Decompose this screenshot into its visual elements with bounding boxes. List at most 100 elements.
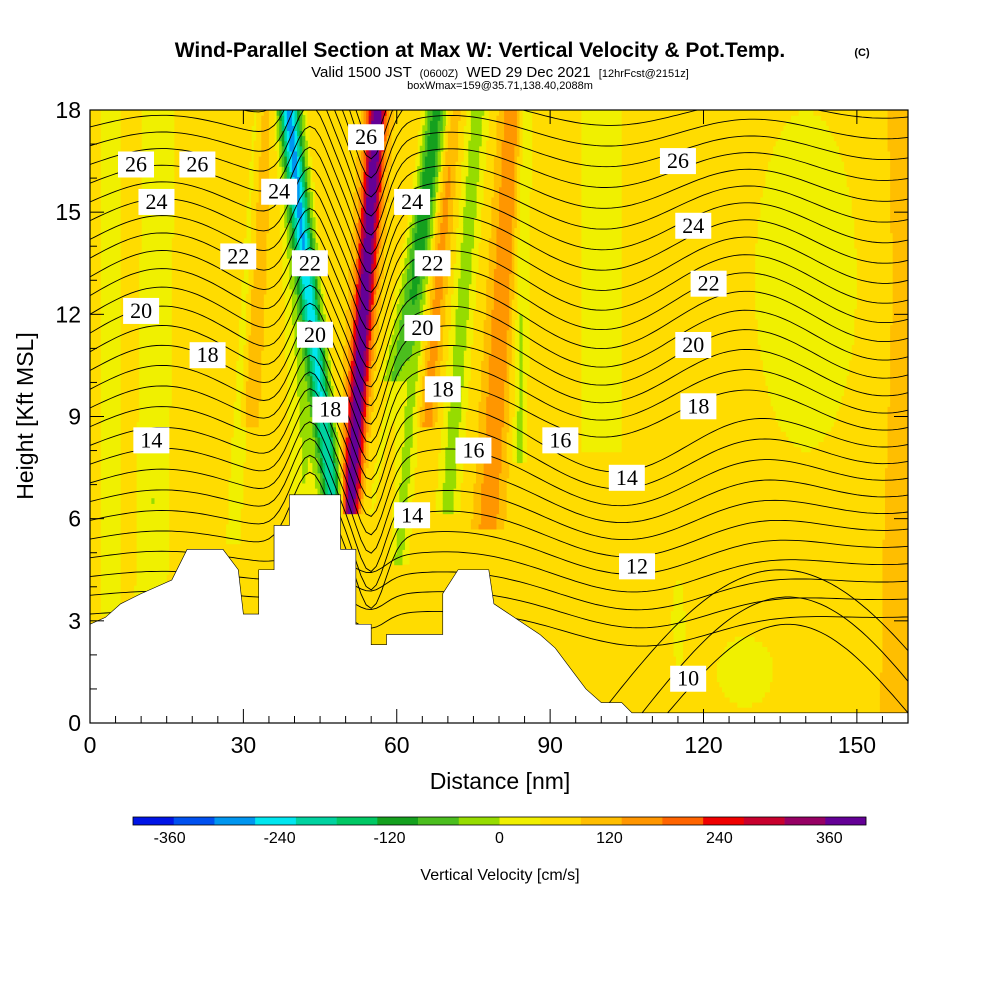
velocity-cell xyxy=(286,247,293,254)
velocity-cell xyxy=(355,242,360,249)
velocity-cell xyxy=(499,493,508,499)
velocity-cell xyxy=(90,247,101,254)
velocity-cell xyxy=(422,355,426,361)
velocity-cell xyxy=(358,314,367,321)
velocity-cell xyxy=(309,145,360,152)
velocity-cell xyxy=(483,472,500,479)
velocity-cell xyxy=(314,288,319,295)
velocity-cell xyxy=(463,232,475,239)
velocity-cell xyxy=(169,539,227,545)
velocity-cell xyxy=(399,488,408,494)
velocity-cell xyxy=(268,145,275,152)
velocity-cell xyxy=(366,319,370,326)
velocity-cell xyxy=(335,431,339,438)
velocity-cell xyxy=(419,299,426,305)
velocity-cell xyxy=(529,288,582,295)
velocity-cell xyxy=(302,145,306,152)
velocity-cell xyxy=(447,135,459,142)
velocity-cell xyxy=(368,426,372,433)
velocity-cell xyxy=(412,237,416,244)
velocity-cell xyxy=(445,130,449,137)
velocity-cell xyxy=(302,171,306,178)
velocity-cell xyxy=(450,191,457,198)
velocity-cell xyxy=(345,380,349,387)
velocity-cell xyxy=(463,227,475,234)
velocity-cell xyxy=(343,447,347,453)
velocity-cell xyxy=(501,426,510,433)
velocity-cell xyxy=(281,140,285,147)
velocity-cell xyxy=(307,115,362,121)
velocity-cell xyxy=(90,115,101,121)
velocity-cell xyxy=(483,191,495,198)
velocity-cell xyxy=(447,201,454,208)
velocity-cell xyxy=(504,411,510,418)
velocity-cell xyxy=(442,278,449,285)
velocity-cell xyxy=(475,477,485,484)
velocity-cell xyxy=(409,253,416,259)
velocity-cell xyxy=(302,150,306,157)
velocity-cell xyxy=(391,370,400,377)
velocity-cell xyxy=(120,232,142,239)
velocity-cell xyxy=(358,488,362,494)
velocity-cell xyxy=(772,677,881,683)
velocity-cell xyxy=(312,288,316,295)
velocity-cell xyxy=(90,258,101,264)
velocity-cell xyxy=(360,207,365,213)
velocity-cell xyxy=(371,375,375,382)
velocity-cell xyxy=(529,263,582,269)
velocity-cell xyxy=(358,436,362,443)
colorbar-tick-label: -240 xyxy=(264,830,296,847)
velocity-cell xyxy=(348,360,352,367)
velocity-cell xyxy=(299,416,313,423)
velocity-cell xyxy=(432,401,439,407)
velocity-cell xyxy=(851,196,891,203)
velocity-cell xyxy=(286,166,290,172)
velocity-cell xyxy=(427,293,431,300)
velocity-cell xyxy=(366,370,370,377)
velocity-cell xyxy=(447,115,452,121)
velocity-cell xyxy=(501,161,515,167)
velocity-cell xyxy=(429,299,434,305)
velocity-cell xyxy=(314,273,319,280)
velocity-cell xyxy=(304,237,308,244)
velocity-cell xyxy=(890,365,908,372)
velocity-cell xyxy=(120,288,140,295)
velocity-cell xyxy=(389,115,395,121)
velocity-cell xyxy=(831,130,889,137)
velocity-cell xyxy=(314,380,319,387)
velocity-cell xyxy=(348,350,352,356)
velocity-cell xyxy=(325,365,329,372)
velocity-cell xyxy=(821,115,889,121)
velocity-cell xyxy=(325,355,329,361)
velocity-cell xyxy=(279,110,283,116)
velocity-cell xyxy=(519,355,523,361)
velocity-cell xyxy=(261,135,270,142)
velocity-cell xyxy=(332,375,344,382)
velocity-cell xyxy=(348,401,352,407)
velocity-cell xyxy=(345,447,349,453)
velocity-cell xyxy=(327,385,331,392)
velocity-cell xyxy=(621,431,786,438)
isentrope-line xyxy=(90,337,908,462)
velocity-cell xyxy=(355,237,360,244)
velocity-cell xyxy=(309,385,313,392)
chart-title: Wind-Parallel Section at Max W: Vertical… xyxy=(175,39,786,62)
velocity-cell xyxy=(169,431,234,438)
velocity-cell xyxy=(532,161,582,167)
velocity-cell xyxy=(297,130,301,137)
velocity-cell xyxy=(514,166,518,172)
velocity-cell xyxy=(378,166,383,172)
velocity-cell xyxy=(294,232,298,239)
velocity-cell xyxy=(887,110,908,116)
contour-label: 26 xyxy=(348,124,385,151)
velocity-cell xyxy=(813,110,889,116)
velocity-cell xyxy=(350,365,354,372)
velocity-cell xyxy=(368,396,375,402)
velocity-cell xyxy=(253,258,267,264)
velocity-cell xyxy=(450,115,462,121)
velocity-cell xyxy=(429,196,434,203)
velocity-cell xyxy=(445,467,457,474)
velocity-cell xyxy=(368,421,372,428)
velocity-cell xyxy=(371,242,375,249)
velocity-cell xyxy=(519,120,523,126)
